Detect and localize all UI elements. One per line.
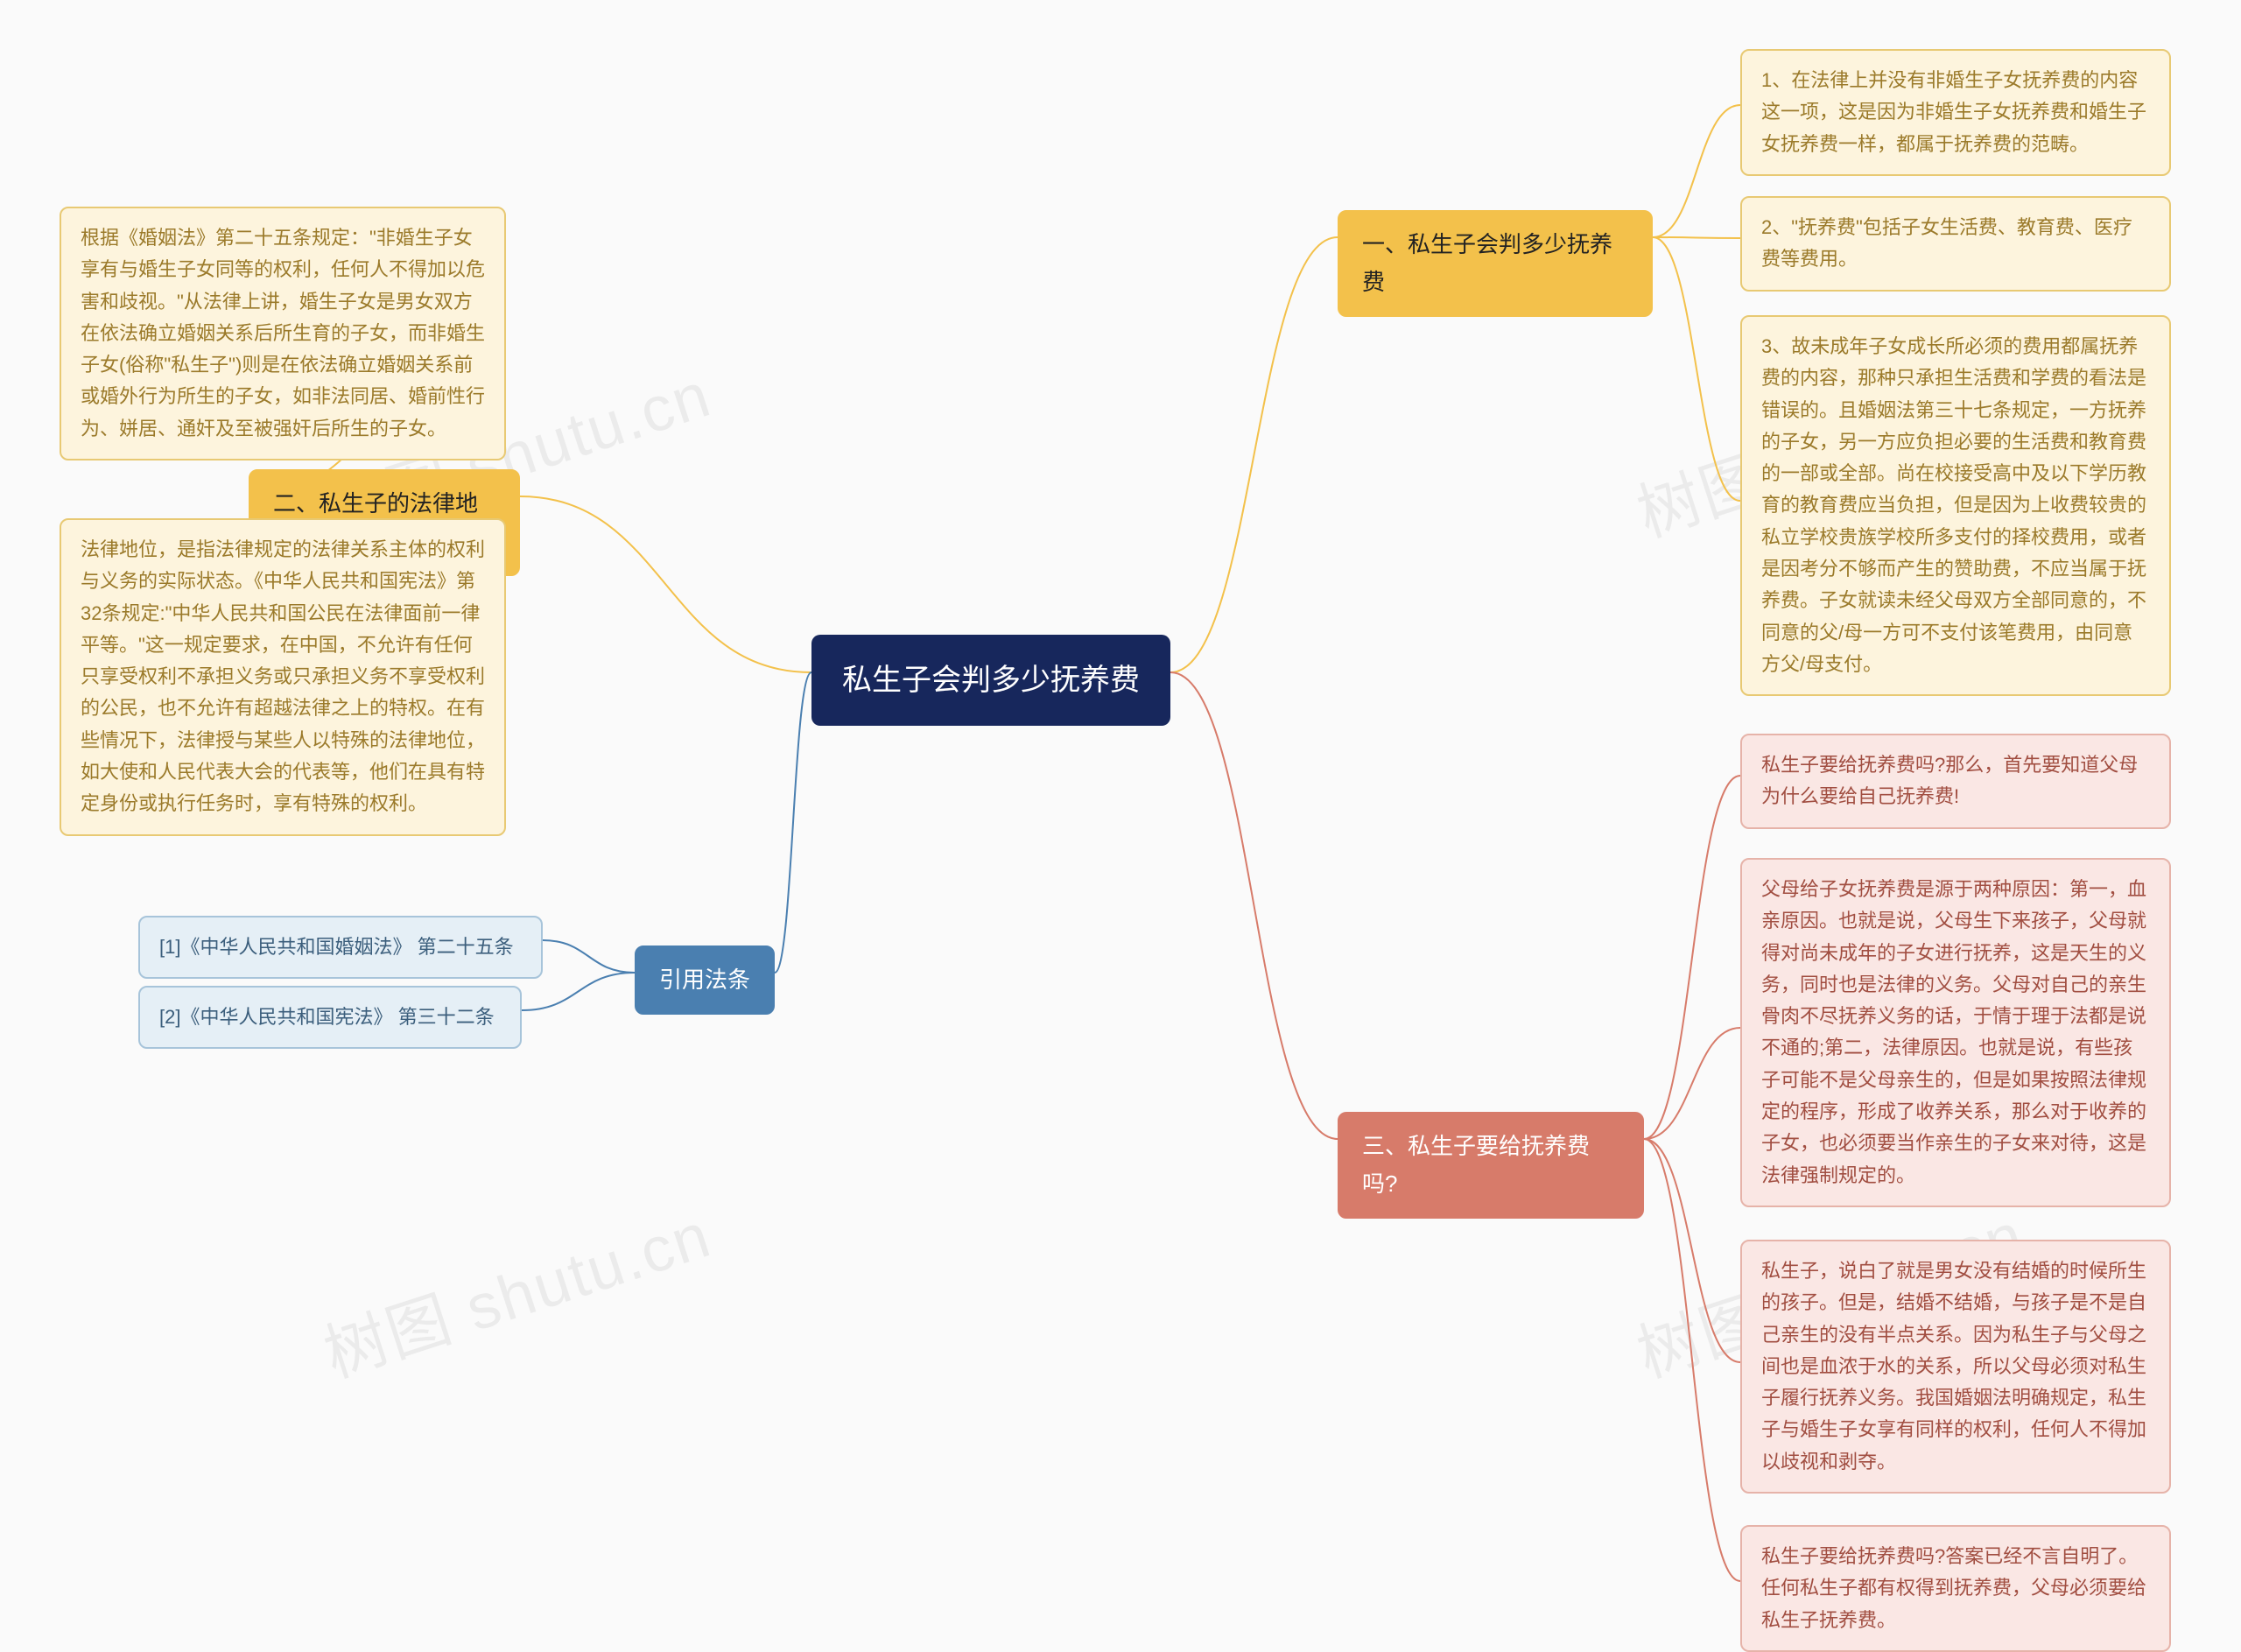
branch-b4[interactable]: 引用法条	[635, 946, 775, 1015]
leaf-b4l1[interactable]: [1]《中华人民共和国婚姻法》 第二十五条	[138, 916, 543, 979]
leaf-b4l2[interactable]: [2]《中华人民共和国宪法》 第三十二条	[138, 986, 522, 1049]
leaf-b2l1[interactable]: 根据《婚姻法》第二十五条规定："非婚生子女享有与婚生子女同等的权利，任何人不得加…	[60, 207, 506, 460]
leaf-b2l2[interactable]: 法律地位，是指法律规定的法律关系主体的权利与义务的实际状态。《中华人民共和国宪法…	[60, 518, 506, 836]
leaf-b1l1[interactable]: 1、在法律上并没有非婚生子女抚养费的内容这一项，这是因为非婚生子女抚养费和婚生子…	[1740, 49, 2171, 176]
leaf-b1l3[interactable]: 3、故未成年子女成长所必须的费用都属抚养费的内容，那种只承担生活费和学费的看法是…	[1740, 315, 2171, 696]
watermark: 树图 shutu.cn	[311, 1184, 720, 1395]
mindmap-root[interactable]: 私生子会判多少抚养费	[811, 635, 1170, 726]
leaf-b3l3[interactable]: 私生子，说白了就是男女没有结婚的时候所生的孩子。但是，结婚不结婚，与孩子是不是自…	[1740, 1240, 2171, 1494]
branch-b1[interactable]: 一、私生子会判多少抚养费	[1338, 210, 1653, 317]
leaf-b3l2[interactable]: 父母给子女抚养费是源于两种原因：第一，血亲原因。也就是说，父母生下来孩子，父母就…	[1740, 858, 2171, 1207]
branch-b3[interactable]: 三、私生子要给抚养费吗?	[1338, 1112, 1644, 1219]
leaf-b3l1[interactable]: 私生子要给抚养费吗?那么，首先要知道父母为什么要给自己抚养费!	[1740, 734, 2171, 829]
leaf-b1l2[interactable]: 2、"抚养费"包括子女生活费、教育费、医疗费等费用。	[1740, 196, 2171, 292]
leaf-b3l4[interactable]: 私生子要给抚养费吗?答案已经不言自明了。任何私生子都有权得到抚养费，父母必须要给…	[1740, 1525, 2171, 1652]
